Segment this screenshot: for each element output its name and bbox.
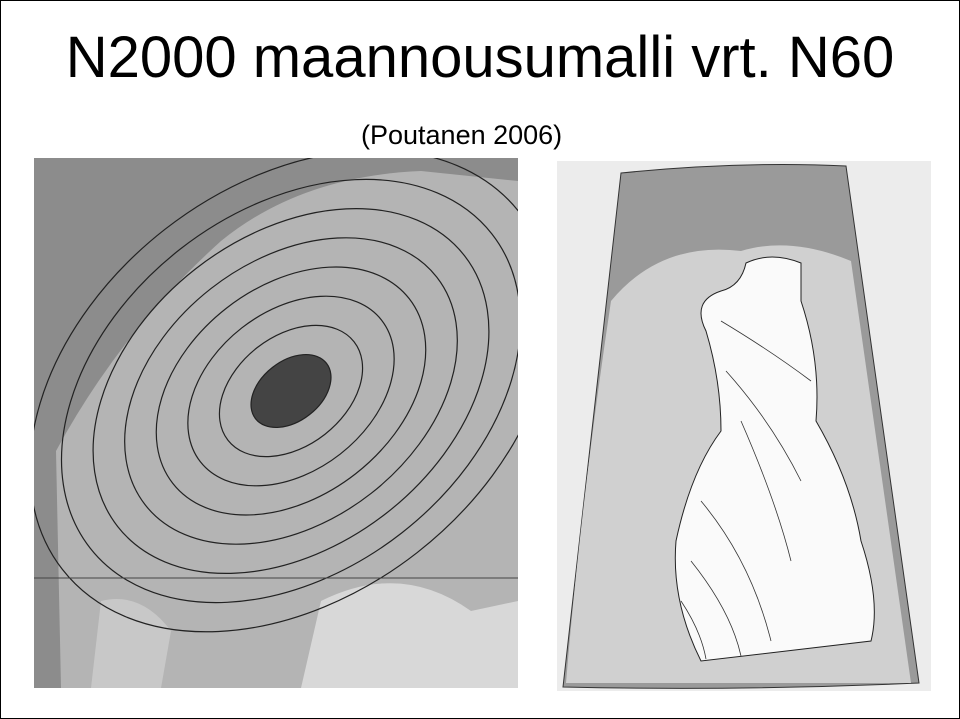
uplift-map-fennoscandia bbox=[34, 158, 518, 688]
subtitle: (Poutanen 2006) bbox=[361, 120, 563, 150]
title: N2000 maannousumalli vrt. N60 bbox=[65, 25, 895, 90]
uplift-map-finland bbox=[557, 161, 931, 691]
